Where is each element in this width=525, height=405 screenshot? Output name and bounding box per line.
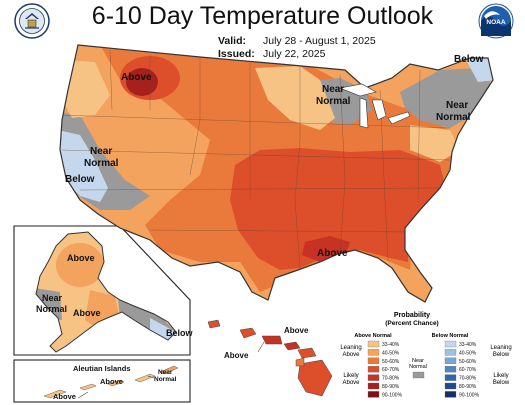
label-aleutian-above-1: Above (100, 377, 123, 386)
legend-above-swatch-2 (367, 357, 380, 364)
alaska-outline (35, 231, 177, 353)
label-aleutian-near-2: Normal (154, 376, 177, 383)
legend-below-swatch-0 (444, 340, 457, 348)
label-near-ne-2: Normal (436, 112, 471, 123)
conus-outline (59, 44, 494, 303)
legend-below-swatch-1 (444, 349, 457, 356)
page-title: 6-10 Day Temperature Outlook (91, 2, 434, 30)
legend-likely-above-1: Likely (343, 373, 358, 379)
label-aleutian-title: Aleutian Islands (73, 364, 131, 373)
legend-above-swatch-1 (367, 349, 380, 356)
label-below-west: Below (65, 174, 95, 185)
map-labels: Above Near Normal Below Near Normal Near… (36, 54, 484, 401)
legend-above-swatch-0 (367, 340, 380, 348)
noaa-logo-text: NOAA (486, 19, 505, 26)
leader-lines (77, 341, 265, 399)
legend-below-range-5: 80-90% (459, 384, 477, 390)
legend-above-swatch-4 (367, 374, 380, 381)
legend-near-swatch (412, 371, 425, 379)
forecast-dates: Valid: July 28 - August 1, 2025 Issued: Ju… (218, 35, 376, 61)
issued-date: July 22, 2025 (263, 48, 326, 60)
label-ak-above-1: Above (67, 253, 95, 263)
legend-below-header: Below Normal (432, 333, 469, 339)
label-ak-near-2: Normal (36, 304, 67, 314)
hawaii-islands (207, 319, 333, 397)
noaa-logo-icon: NOAA (478, 3, 514, 39)
legend-below-swatch-6 (444, 391, 457, 398)
label-above-nw: Above (121, 72, 152, 83)
label-hi-above-2: Above (224, 351, 249, 360)
label-near-west-2: Normal (84, 158, 119, 169)
legend-above-range-4: 70-80% (382, 376, 400, 382)
label-near-north-2: Normal (316, 96, 351, 107)
legend-leaning-above-2: Above (342, 352, 360, 358)
legend-title-1: Probability (394, 312, 430, 319)
probability-legend: Probability (Percent Chance) Above Norma… (340, 312, 511, 398)
legend-below-range-1: 40-50% (459, 350, 477, 356)
legend-above-range-2: 50-60% (382, 359, 400, 365)
legend-likely-above-2: Above (342, 380, 360, 386)
legend-leaning-above-1: Leaning (340, 345, 361, 351)
great-lakes (338, 83, 411, 129)
valid-label: Valid: (218, 35, 247, 47)
legend-above-range-0: 33-40% (382, 342, 400, 348)
valid-dates: July 28 - August 1, 2025 (263, 35, 376, 47)
legend-leaning-below-2: Below (493, 352, 510, 358)
legend-above-range-5: 80-90% (382, 384, 400, 390)
label-ak-near-1: Near (42, 293, 63, 303)
legend-below-range-3: 60-70% (459, 367, 477, 373)
legend-above-swatch-3 (367, 366, 380, 373)
legend-likely-below-1: Likely (493, 373, 508, 379)
label-ak-below: Below (166, 328, 194, 338)
aleutian-islands (43, 365, 179, 399)
issued-row: Issued: July 22, 2025 (218, 48, 376, 61)
legend-likely-below-2: Below (493, 380, 510, 386)
label-below-ne: Below (454, 54, 484, 65)
legend-below-range-0: 33-40% (459, 342, 477, 348)
legend-near-label-1: Near (412, 358, 424, 364)
label-aleutian-near-1: Near (158, 369, 173, 376)
legend-below-range-6: 90-100% (459, 392, 480, 398)
doc-seal-icon (14, 3, 50, 39)
legend-above-range-6: 90-100% (382, 392, 403, 398)
legend-below-range-2: 50-60% (459, 359, 477, 365)
legend-below-swatch-5 (444, 382, 457, 390)
label-ak-above-2: Above (73, 308, 101, 318)
legend-above-range-3: 60-70% (382, 367, 400, 373)
label-near-north-1: Near (322, 84, 344, 95)
legend-below-range-4: 70-80% (459, 376, 477, 382)
label-near-west-1: Near (90, 146, 112, 157)
label-aleutian-above-2: Above (53, 392, 76, 401)
legend-above-range-1: 40-50% (382, 350, 400, 356)
state-borders (60, 49, 451, 269)
legend-leaning-below-1: Leaning (490, 345, 511, 351)
issued-label: Issued: (218, 48, 255, 60)
legend-near-label-2: Normal (409, 364, 427, 370)
valid-row: Valid: July 28 - August 1, 2025 (218, 35, 376, 48)
legend-above-swatch-5 (367, 382, 380, 390)
legend-above-swatch-6 (367, 391, 380, 398)
legend-below-swatch-2 (444, 357, 457, 364)
legend-above-header: Above Normal (354, 333, 392, 339)
label-near-ne-1: Near (446, 100, 468, 111)
legend-below-swatch-4 (444, 374, 457, 381)
label-above-gulf: Above (317, 248, 348, 259)
label-hi-above-1: Above (284, 326, 309, 335)
legend-title-2: (Percent Chance) (385, 320, 438, 327)
aleutian-inset-frame (13, 359, 191, 403)
legend-below-swatch-3 (444, 366, 457, 373)
